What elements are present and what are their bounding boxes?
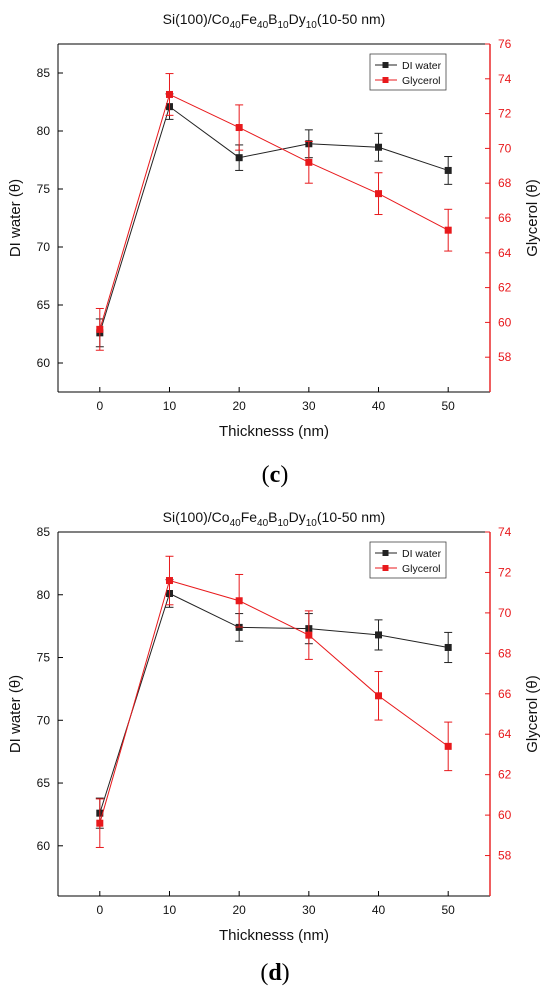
series-line-glycerol [99,579,449,824]
y-right-tick-label: 66 [498,687,512,701]
y-right-tick-label: 76 [498,37,512,51]
chart-c: Si(100)/Co40Fe40B10Dy10(10-50 nm) 0 10 20 30… [7,11,541,440]
data-point-glycerol [444,742,452,750]
y-axis-left-label: DI water (θ) [7,179,24,257]
legend-box [369,541,447,579]
y-right-tick-label: 70 [498,606,512,620]
y-left-tick-label: 80 [37,124,51,138]
y-left-tick-label: 65 [37,776,51,790]
y-right-tick-label: 74 [498,525,512,539]
x-tick-label: 10 [163,399,177,413]
data-point-glycerol [375,190,383,198]
legend-label-di-water: DI water [402,60,442,72]
data-point-di-water [375,143,383,151]
chart-d: Si(100)/Co40Fe40B10Dy10(10-50 nm) 0 10 20 30… [7,509,541,944]
panel-label-d: d [268,960,282,986]
x-tick-label: 50 [442,399,456,413]
data-point-di-water [235,154,243,162]
chart-title: Si(100)/Co40Fe40B10Dy10(10-50 nm) [163,11,386,31]
y-right-tick-label: 62 [498,281,512,295]
y-axis-left-label: DI water (θ) [7,675,24,753]
data-point-di-water [375,631,383,639]
y-right-tick-label: 62 [498,768,512,782]
y-right-tick-label: 72 [498,565,512,579]
y-left-tick-label: 80 [37,588,51,602]
data-point-glycerol [375,692,383,700]
x-axis-label: Thicknesss (nm) [219,927,329,944]
y-left-tick-label: 75 [37,651,51,665]
x-tick-label: 40 [372,903,386,917]
y-right-tick-label: 58 [498,849,512,863]
y-right-tick-label: 60 [498,808,512,822]
y-right-tick-label: 58 [498,350,512,364]
x-tick-label: 30 [302,903,316,917]
data-point-di-water [444,166,452,174]
panel-label-c: c [269,462,281,488]
y-left-tick-label: 60 [37,356,51,370]
y-axis-right-label: Glycerol (θ) [524,179,541,257]
legend-label-glycerol: Glycerol [402,75,441,87]
series-line-glycerol [99,93,449,330]
x-tick-label: 10 [163,903,177,917]
data-point-glycerol [444,226,452,234]
x-tick-label: 30 [302,399,316,413]
y-right-tick-label: 68 [498,646,512,660]
data-point-glycerol [165,577,173,585]
y-left-tick-label: 70 [37,713,51,727]
y-axis-right-label: Glycerol (θ) [524,675,541,753]
chart-panel-d: Si(100)/Co40Fe40B10Dy10(10-50 nm) 0 10 20 30… [0,500,550,1000]
legend-marker-di-water [382,62,389,68]
series-line-di-water [99,592,449,814]
x-tick-label: 20 [232,399,246,413]
x-tick-label: 0 [96,903,103,917]
y-right-tick-label: 64 [498,246,512,260]
data-point-glycerol [96,325,104,333]
y-right-tick-label: 64 [498,727,512,741]
x-tick-label: 0 [96,399,103,413]
y-right-tick-label: 70 [498,141,512,155]
series-line-di-water [99,105,449,333]
legend-label-di-water: DI water [402,548,442,560]
x-tick-label: 40 [372,399,386,413]
legend-box [369,53,447,91]
x-axis-label: Thicknesss (nm) [219,423,329,440]
y-left-tick-label: 85 [37,525,51,539]
data-point-glycerol [235,124,243,132]
y-left-tick-label: 60 [37,839,51,853]
y-left-tick-label: 85 [37,66,51,80]
y-right-tick-label: 60 [498,315,512,329]
data-point-glycerol [305,158,313,166]
legend-marker-glycerol [382,77,389,83]
chart-panel-c: Si(100)/Co40Fe40B10Dy10(10-50 nm) 0 10 20 30… [7,11,541,488]
data-point-glycerol [165,90,173,98]
y-right-tick-label: 72 [498,107,512,121]
legend-marker-glycerol [382,565,389,571]
y-right-tick-label: 68 [498,176,512,190]
legend-marker-di-water [382,550,389,556]
x-tick-label: 20 [232,903,246,917]
panel-caption-d: (d) [260,960,290,986]
data-point-glycerol [96,819,104,827]
y-left-tick-label: 65 [37,298,51,312]
data-point-glycerol [305,631,313,639]
x-tick-label: 50 [442,903,456,917]
y-right-tick-label: 66 [498,211,512,225]
y-right-tick-label: 74 [498,72,512,86]
legend-label-glycerol: Glycerol [402,563,441,575]
panel-caption-c: (c) [261,462,289,488]
chart-title: Si(100)/Co40Fe40B10Dy10(10-50 nm) [163,509,386,529]
y-left-tick-label: 75 [37,182,51,196]
y-left-tick-label: 70 [37,240,51,254]
data-point-glycerol [235,597,243,605]
data-point-di-water [444,643,452,651]
